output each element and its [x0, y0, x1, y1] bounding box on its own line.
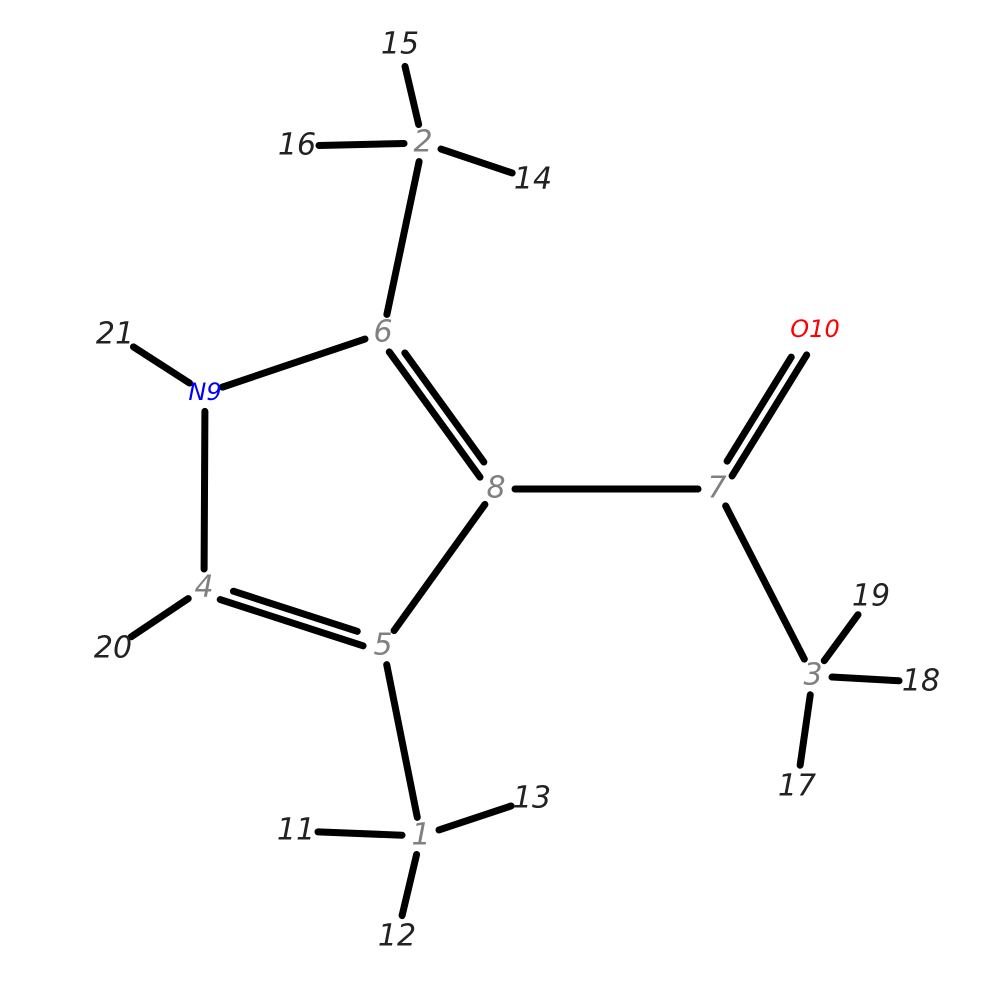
atom-label-2: 2 — [413, 125, 432, 160]
atom-label-3: 3 — [803, 658, 822, 693]
atom-label-5: 5 — [373, 628, 392, 663]
atom-label-12: 12 — [378, 919, 416, 954]
atom-label-11: 11 — [277, 813, 315, 848]
atom-label-O10: O10 — [790, 315, 839, 343]
atom-label-7: 7 — [707, 471, 726, 506]
atom-label-17: 17 — [778, 769, 816, 804]
atom-label-13: 13 — [513, 781, 551, 816]
molecule-diagram: 123456781112131415161718192021N9O10 — [0, 0, 1000, 1000]
atom-label-8: 8 — [486, 471, 505, 506]
atom-label-4: 4 — [194, 570, 213, 605]
atom-label-14: 14 — [514, 162, 552, 197]
atom-label-20: 20 — [94, 631, 132, 666]
atom-label-1: 1 — [411, 818, 430, 853]
atom-label-19: 19 — [852, 579, 890, 614]
atom-label-N9: N9 — [188, 378, 221, 406]
atom-label-16: 16 — [278, 128, 316, 163]
atom-label-21: 21 — [96, 317, 134, 352]
atom-label-18: 18 — [902, 664, 940, 699]
atom-label-15: 15 — [381, 27, 419, 62]
atom-label-6: 6 — [373, 315, 392, 350]
